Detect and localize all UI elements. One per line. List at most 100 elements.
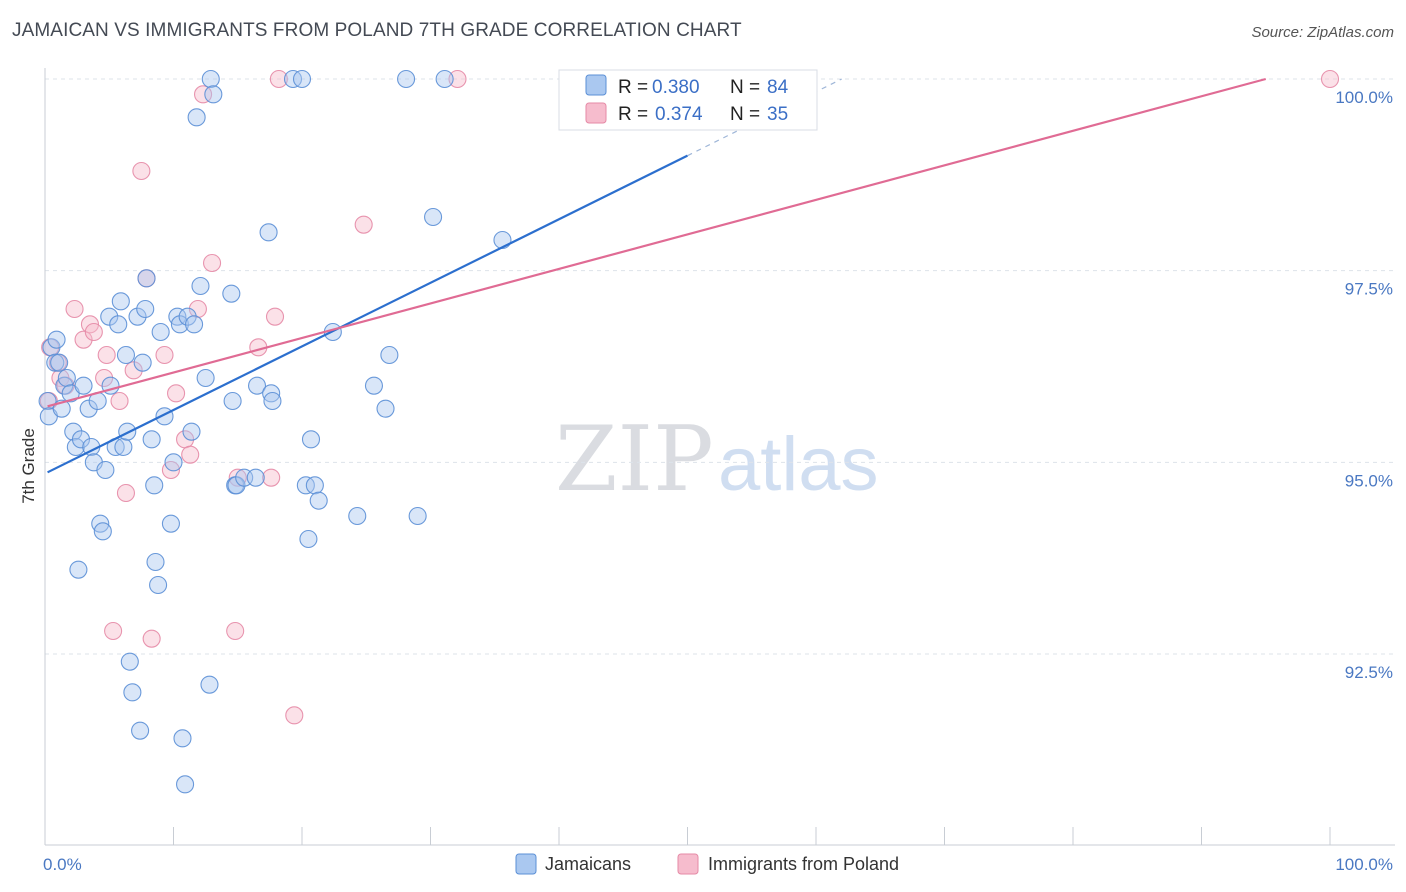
jamaican-point	[305, 476, 324, 495]
jamaican-point	[50, 353, 69, 372]
gridlines	[45, 78, 1395, 655]
jamaican-point	[185, 315, 204, 334]
jamaican-point	[247, 376, 267, 395]
chart-title: JAMAICAN VS IMMIGRANTS FROM POLAND 7TH G…	[12, 20, 742, 41]
jamaican-point	[151, 322, 170, 342]
legend-n-label: N =	[730, 104, 760, 125]
jamaican-point	[109, 315, 128, 334]
jamaican-point	[263, 391, 282, 411]
jamaican-point	[191, 276, 210, 296]
jamaican-point	[380, 345, 399, 365]
jamaican-point	[161, 514, 180, 533]
poland-point	[448, 69, 467, 89]
jamaican-point	[128, 307, 147, 326]
jamaican-point	[120, 652, 139, 671]
jamaican-point	[93, 522, 112, 541]
bottom-legend-jamaicans: Jamaicans	[545, 854, 631, 874]
poland-point	[74, 330, 93, 349]
jamaican-point	[292, 69, 312, 89]
x-tick-label: 0.0%	[43, 855, 82, 874]
poland-point	[194, 85, 213, 104]
legend-n-value: 35	[767, 104, 788, 125]
poland-point	[188, 299, 207, 319]
poland-point	[354, 215, 373, 234]
poland-point	[285, 706, 304, 725]
jamaican-point	[96, 460, 115, 480]
poland-point	[262, 468, 281, 487]
y-tick-label: 92.5%	[1345, 663, 1393, 682]
jamaican-point	[259, 223, 278, 242]
jamaican-point	[196, 368, 215, 388]
jamaican-point	[309, 491, 328, 510]
y-axis-label: 7th Grade	[19, 428, 38, 504]
axes	[44, 68, 1395, 846]
jamaican-point	[57, 368, 76, 388]
jamaican-point	[187, 108, 206, 127]
poland-point	[1320, 69, 1340, 89]
tick-labels: 92.5% 95.0% 97.5% 100.0% 0.0% 100.0%	[43, 88, 1393, 874]
jamaican-point	[435, 69, 454, 89]
poland-trend-line	[47, 77, 1267, 408]
y-tick-label: 100.0%	[1335, 88, 1393, 107]
jamaican-point	[137, 269, 156, 288]
legend-r-label: R =	[618, 77, 648, 98]
jamaican-point	[71, 430, 91, 449]
poland-point	[269, 69, 288, 89]
poland-point	[97, 345, 116, 365]
jamaican-point	[364, 376, 384, 395]
poland-point	[95, 368, 114, 388]
legend-r-value: 0.374	[655, 104, 703, 125]
bottom-legend-poland: Immigrants from Poland	[708, 854, 899, 874]
poland-point	[65, 299, 84, 319]
jamaican-points	[38, 69, 512, 794]
jamaican-point	[123, 683, 142, 702]
jamaican-point	[262, 384, 281, 403]
bottom-swatch-jamaicans	[515, 853, 537, 875]
y-tick-label: 97.5%	[1345, 280, 1393, 299]
jamaican-point	[173, 729, 192, 748]
jamaican-point	[204, 85, 223, 104]
poland-point	[155, 345, 174, 365]
jamaican-point	[114, 437, 133, 457]
jamaican-point	[116, 345, 136, 365]
jamaican-point	[176, 775, 195, 794]
bottom-swatch-poland	[677, 853, 699, 875]
jamaican-point	[136, 299, 155, 319]
jamaican-point	[222, 284, 241, 303]
jamaican-point	[376, 399, 395, 418]
jamaican-point	[47, 330, 66, 349]
jamaican-point	[299, 529, 318, 549]
jamaican-point	[200, 675, 219, 694]
jamaican-point	[348, 506, 367, 526]
x-tick-label: 100.0%	[1335, 855, 1393, 874]
poland-point	[110, 391, 129, 411]
watermark-atlas: atlas	[718, 422, 879, 507]
stats-legend: R = 0.380 N = 84 R = 0.374 N = 35	[558, 69, 818, 131]
poland-point	[265, 307, 285, 326]
poland-point	[142, 629, 161, 648]
jamaican-point	[131, 721, 150, 740]
jamaican-point	[408, 506, 427, 526]
jamaican-point	[397, 69, 416, 89]
jamaican-point	[223, 391, 242, 411]
jamaican-point	[133, 353, 152, 372]
jamaican-point	[170, 315, 189, 334]
jamaican-point	[149, 575, 168, 595]
jamaican-trend-line	[47, 154, 688, 474]
legend-swatch-poland	[585, 102, 607, 124]
jamaican-point	[145, 476, 164, 495]
legend-n-label: N =	[730, 77, 760, 98]
jamaican-point	[46, 353, 65, 372]
watermark-zip: ZIP	[555, 407, 714, 512]
jamaican-point	[182, 422, 201, 441]
series-legend: Jamaicans Immigrants from Poland	[515, 853, 899, 875]
jamaican-point	[227, 476, 246, 495]
legend-swatch-jamaicans	[585, 74, 607, 96]
legend-r-value: 0.380	[652, 77, 700, 98]
poland-point	[116, 483, 136, 503]
poland-point	[132, 161, 151, 181]
jamaican-point	[301, 430, 321, 449]
source-label: Source: ZipAtlas.com	[1251, 24, 1394, 41]
legend-n-value: 84	[767, 77, 789, 98]
